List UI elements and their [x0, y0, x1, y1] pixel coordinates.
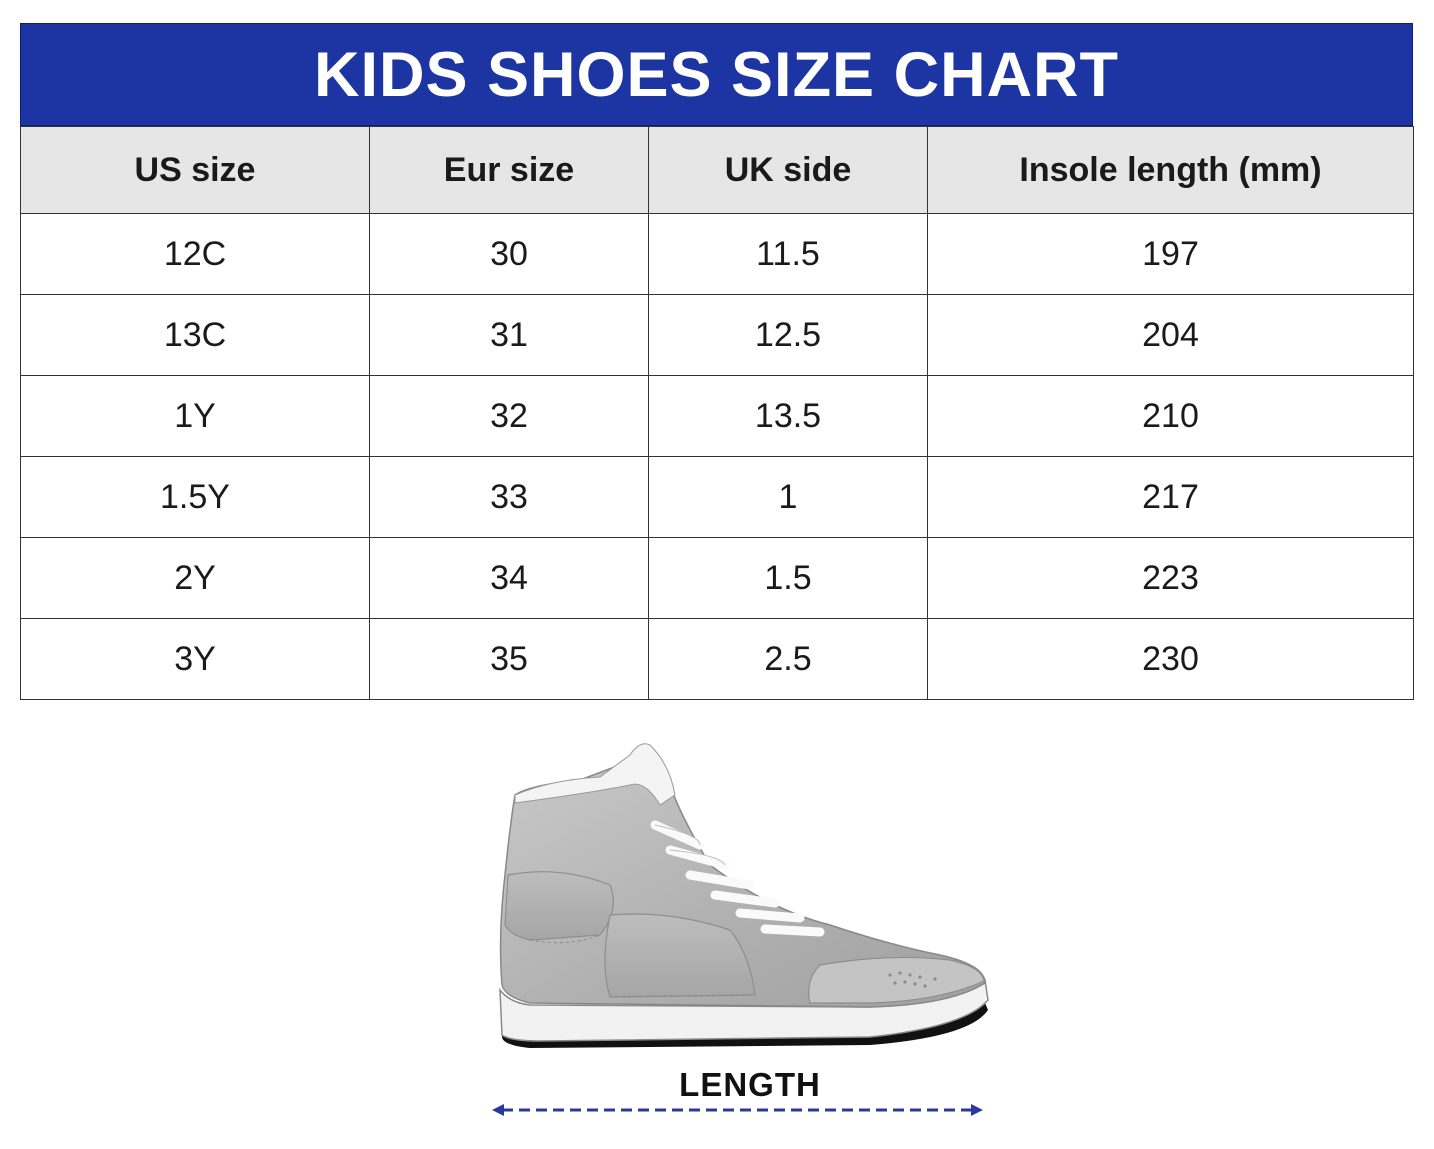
header-eur-size: Eur size [369, 126, 649, 214]
cell-us: 13C [20, 294, 370, 376]
cell-uk: 13.5 [648, 375, 928, 457]
cell-uk: 12.5 [648, 294, 928, 376]
header-row: US size Eur size UK side Insole length (… [20, 126, 1414, 214]
table-row: 2Y 34 1.5 223 [20, 537, 1414, 619]
table-row: 13C 31 12.5 204 [20, 294, 1414, 376]
cell-uk: 1 [648, 456, 928, 538]
table-row: 1.5Y 33 1 217 [20, 456, 1414, 538]
cell-insole: 210 [927, 375, 1414, 457]
cell-eur: 30 [369, 213, 649, 295]
size-table: US size Eur size UK side Insole length (… [20, 126, 1414, 700]
cell-uk: 1.5 [648, 537, 928, 619]
length-label: LENGTH [679, 1066, 821, 1103]
cell-eur: 31 [369, 294, 649, 376]
cell-us: 1.5Y [20, 456, 370, 538]
cell-us: 2Y [20, 537, 370, 619]
table-row: 12C 30 11.5 197 [20, 213, 1414, 295]
cell-uk: 11.5 [648, 213, 928, 295]
cell-eur: 35 [369, 618, 649, 700]
chart-title: KIDS SHOES SIZE CHART [313, 39, 1120, 110]
length-arrow-icon [492, 1104, 983, 1116]
cell-us: 12C [20, 213, 370, 295]
cell-insole: 204 [927, 294, 1414, 376]
title-bar: KIDS SHOES SIZE CHART [20, 23, 1413, 126]
cell-insole: 217 [927, 456, 1414, 538]
cell-eur: 33 [369, 456, 649, 538]
table-row: 1Y 32 13.5 210 [20, 375, 1414, 457]
cell-insole: 223 [927, 537, 1414, 619]
cell-eur: 32 [369, 375, 649, 457]
size-chart: KIDS SHOES SIZE CHART US size Eur size U… [20, 23, 1414, 700]
cell-insole: 197 [927, 213, 1414, 295]
cell-us: 3Y [20, 618, 370, 700]
cell-uk: 2.5 [648, 618, 928, 700]
header-uk-size: UK side [648, 126, 928, 214]
cell-insole: 230 [927, 618, 1414, 700]
cell-us: 1Y [20, 375, 370, 457]
sneaker-icon [470, 735, 1010, 1055]
header-us-size: US size [20, 126, 370, 214]
cell-eur: 34 [369, 537, 649, 619]
table-row: 3Y 35 2.5 230 [20, 618, 1414, 700]
header-insole-length: Insole length (mm) [927, 126, 1414, 214]
